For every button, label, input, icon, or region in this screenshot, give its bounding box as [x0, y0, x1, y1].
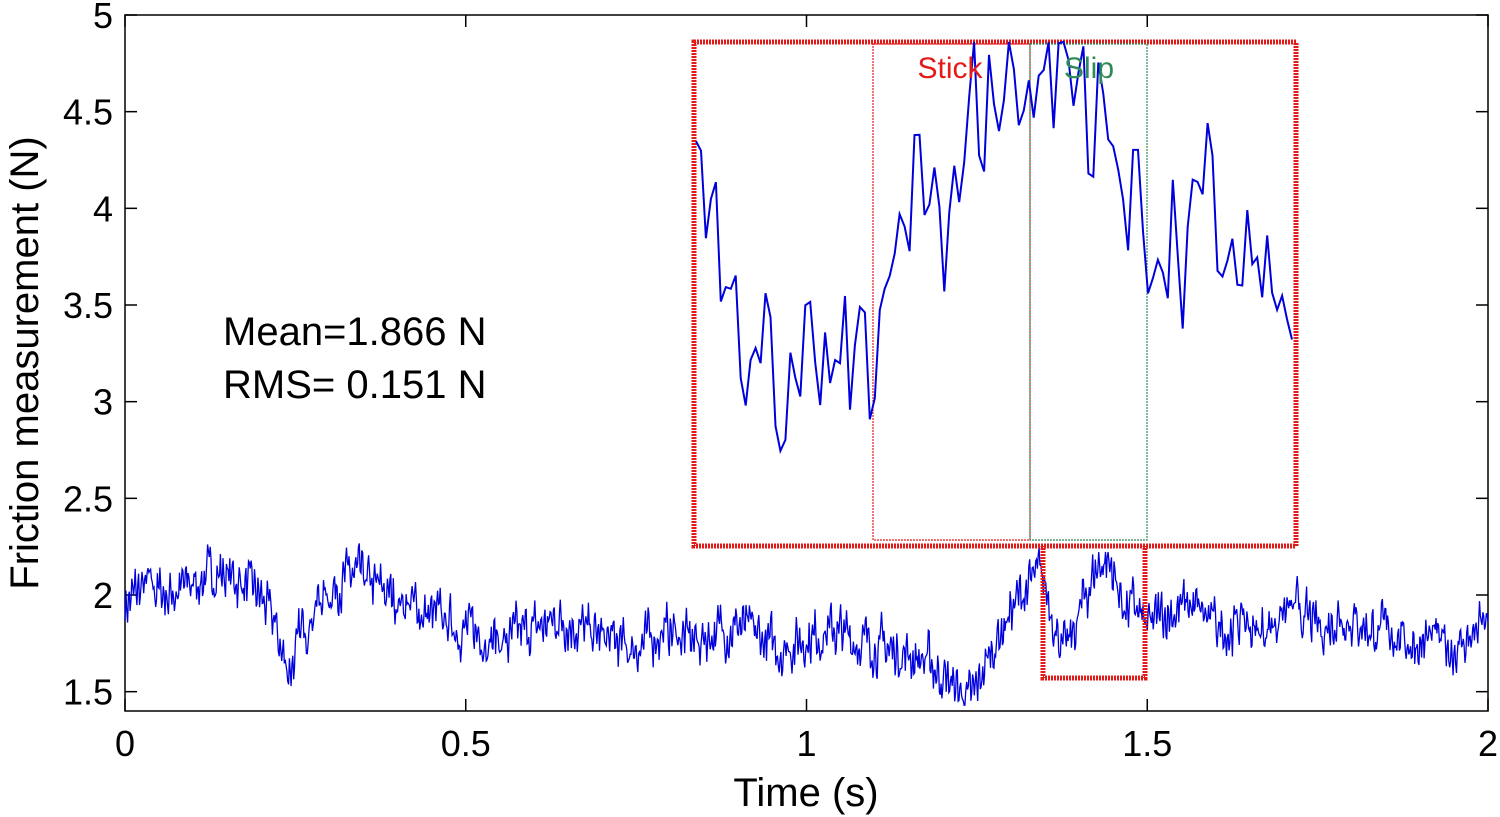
- x-tick-label: 1: [796, 723, 816, 764]
- rms-annotation: RMS= 0.151 N: [223, 363, 486, 407]
- y-tick-label: 5: [93, 0, 113, 36]
- y-tick-label: 4.5: [63, 92, 113, 133]
- slip-label: Slip: [1064, 52, 1114, 85]
- y-tick-label: 2: [93, 575, 113, 616]
- y-tick-label: 3: [93, 382, 113, 423]
- inset-frame: [691, 39, 1299, 549]
- inset-series-line: [695, 40, 1293, 455]
- x-axis: 0 0.5 1 1.5 2: [115, 15, 1498, 764]
- y-tick-label: 1.5: [63, 672, 113, 713]
- inset: Stick Slip: [691, 39, 1299, 549]
- y-tick-label: 4: [93, 188, 113, 229]
- friction-series-line: [124, 543, 1489, 706]
- mean-annotation: Mean=1.866 N: [223, 310, 487, 354]
- stick-label: Stick: [917, 52, 983, 85]
- y-axis: 1.5 2 2.5 3 3.5 4 4.5 5: [63, 0, 1488, 713]
- x-tick-label: 0.5: [441, 723, 491, 764]
- x-tick-label: 0: [115, 723, 135, 764]
- y-tick-label: 3.5: [63, 285, 113, 326]
- x-tick-label: 1.5: [1122, 723, 1172, 764]
- x-axis-label: Time (s): [733, 771, 878, 815]
- y-tick-label: 2.5: [63, 478, 113, 519]
- x-tick-label: 2: [1478, 723, 1498, 764]
- y-axis-label: Friction measurement (N): [3, 136, 47, 589]
